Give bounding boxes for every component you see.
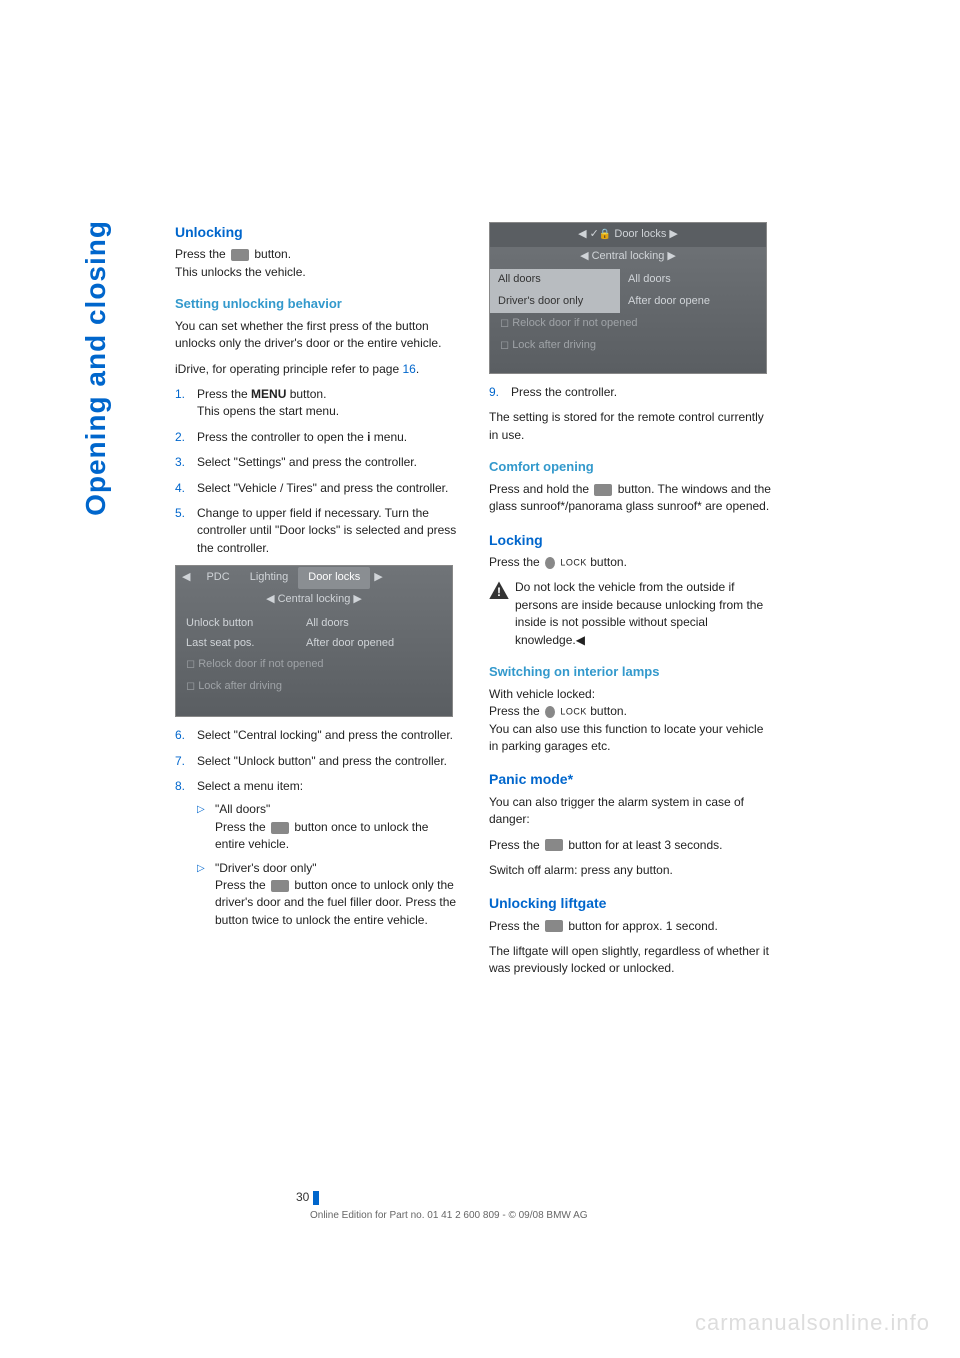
comfort-text: Press and hold the button. The windows a… — [489, 481, 775, 516]
sub-list: ▷"All doors"Press the button once to unl… — [197, 801, 461, 929]
text: . — [416, 362, 419, 376]
bullet-icon: ▷ — [197, 860, 215, 930]
content-area: Unlocking Press the button. This unlocks… — [175, 222, 775, 986]
ss-subtitle: Central locking — [592, 250, 665, 262]
remote-unlock-icon — [231, 249, 249, 261]
bullet-icon: ▷ — [197, 801, 215, 853]
step-6: Select "Central locking" and press the c… — [197, 727, 461, 744]
ss-label: Last seat pos. — [186, 636, 306, 652]
remote-unlock-icon — [594, 484, 612, 496]
step-num: 9. — [489, 384, 511, 401]
ss-subtitle: Central locking — [278, 593, 351, 605]
setting-intro: You can set whether the first press of t… — [175, 318, 461, 353]
step-num: 5. — [175, 505, 197, 557]
ss-value: After door opened — [306, 636, 394, 652]
step-num: 3. — [175, 454, 197, 471]
ss-opt: Driver's door only — [490, 291, 620, 313]
ss-check: ◻ Relock door if not opened — [176, 654, 452, 676]
remote-unlock-icon — [271, 880, 289, 892]
step-2: Press the controller to open the i menu. — [197, 429, 461, 446]
warning-icon — [489, 581, 509, 599]
ss-check: ◻ Relock door if not opened — [490, 313, 766, 335]
lock-icon — [545, 706, 555, 718]
panic-p3: Switch off alarm: press any button. — [489, 862, 775, 879]
unlocking-text: Press the button. This unlocks the vehic… — [175, 246, 461, 281]
heading-unlocking: Unlocking — [175, 222, 461, 242]
step-4: Select "Vehicle / Tires" and press the c… — [197, 480, 461, 497]
heading-setting-behavior: Setting unlocking behavior — [175, 295, 461, 314]
ss-opt: All doors — [490, 269, 620, 291]
step-num: 4. — [175, 480, 197, 497]
liftgate-p2: The liftgate will open slightly, regardl… — [489, 943, 775, 978]
panic-p2: Press the button for at least 3 seconds. — [489, 837, 775, 854]
interior-text: With vehicle locked: Press the LOCK butt… — [489, 686, 775, 756]
heading-comfort: Comfort opening — [489, 458, 775, 477]
ss2-top: ◀ ✓🔒 Door locks ▶ — [490, 223, 766, 247]
tab-pdc: PDC — [196, 567, 239, 589]
step-9: Press the controller. — [511, 384, 775, 401]
ss-val: All doors — [620, 269, 766, 291]
page-link[interactable]: 16 — [402, 362, 415, 376]
warning-text: Do not lock the vehicle from the outside… — [515, 579, 775, 649]
steps-list-9: 9.Press the controller. — [489, 384, 775, 401]
ss-val: After door opene — [620, 291, 766, 313]
ss-check: ◻ Lock after driving — [176, 676, 452, 698]
step-num: 6. — [175, 727, 197, 744]
footer-text: Online Edition for Part no. 01 41 2 600 … — [310, 1210, 588, 1221]
side-tab: Opening and closing — [80, 220, 112, 516]
heading-liftgate: Unlocking liftgate — [489, 893, 775, 913]
step-5: Change to upper field if necessary. Turn… — [197, 505, 461, 557]
right-column: ◀ ✓🔒 Door locks ▶ ◀ Central locking ▶ Al… — [489, 222, 775, 986]
lock-icon — [545, 557, 555, 569]
tab-doorlocks: Door locks — [298, 567, 370, 589]
remote-unlock-icon — [271, 822, 289, 834]
lock-label: LOCK — [560, 557, 587, 567]
watermark: carmanualsonline.info — [695, 1310, 930, 1336]
text: iDrive, for operating principle refer to… — [175, 362, 402, 376]
warning-block: Do not lock the vehicle from the outside… — [489, 579, 775, 649]
text: Press the — [175, 247, 229, 261]
ss-check: ◻ Lock after driving — [490, 335, 766, 357]
step-num: 7. — [175, 753, 197, 770]
step-num: 1. — [175, 386, 197, 421]
step-num: 2. — [175, 429, 197, 446]
text: button. — [251, 247, 291, 261]
idrive-screenshot-1: ◀ PDC Lighting Door locks ▶ ◀ Central lo… — [175, 565, 453, 717]
heading-locking: Locking — [489, 530, 775, 550]
tab-lighting: Lighting — [240, 567, 299, 589]
heading-panic: Panic mode* — [489, 769, 775, 789]
sub-all-doors: "All doors"Press the button once to unlo… — [215, 801, 461, 853]
idrive-ref: iDrive, for operating principle refer to… — [175, 361, 461, 378]
liftgate-p1: Press the button for approx. 1 second. — [489, 918, 775, 935]
steps-list: 1.Press the MENU button.This opens the s… — [175, 386, 461, 557]
left-column: Unlocking Press the button. This unlocks… — [175, 222, 461, 986]
idrive-screenshot-2: ◀ ✓🔒 Door locks ▶ ◀ Central locking ▶ Al… — [489, 222, 767, 374]
liftgate-icon — [545, 920, 563, 932]
step-3: Select "Settings" and press the controll… — [197, 454, 461, 471]
lock-label: LOCK — [560, 707, 587, 717]
text: This unlocks the vehicle. — [175, 265, 306, 279]
step-7: Select "Unlock button" and press the con… — [197, 753, 461, 770]
step-8: Select a menu item: ▷"All doors"Press th… — [197, 778, 461, 935]
after-step9: The setting is stored for the remote con… — [489, 409, 775, 444]
locking-text: Press the LOCK button. — [489, 554, 775, 571]
page-number: 30 — [296, 1190, 319, 1205]
heading-interior: Switching on interior lamps — [489, 663, 775, 682]
panic-p1: You can also trigger the alarm system in… — [489, 794, 775, 829]
ss-value: All doors — [306, 616, 349, 632]
steps-list-cont: 6.Select "Central locking" and press the… — [175, 727, 461, 935]
sub-driver-only: "Driver's door only"Press the button onc… — [215, 860, 461, 930]
ss-label: Unlock button — [186, 616, 306, 632]
remote-icon — [545, 839, 563, 851]
step-1: Press the MENU button.This opens the sta… — [197, 386, 461, 421]
step-num: 8. — [175, 778, 197, 935]
